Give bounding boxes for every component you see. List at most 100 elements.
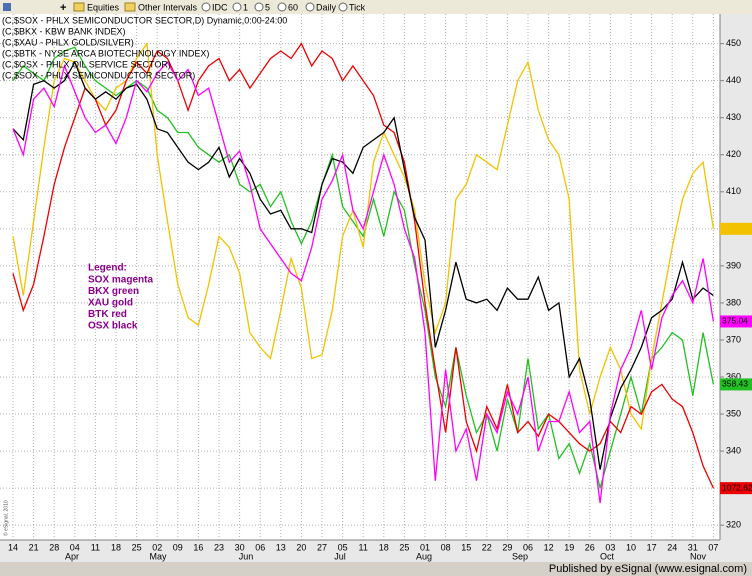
interval-icon [232, 2, 242, 12]
legend-entry: BKX green [88, 286, 139, 297]
y-tick-label: 440 [726, 75, 741, 85]
legend-entry: XAU gold [88, 298, 133, 309]
x-tick-label: 11 [91, 542, 100, 552]
interval-icon [338, 2, 348, 12]
series-line [12, 61, 715, 504]
y-tick-label: 430 [726, 112, 741, 122]
x-tick-label: 20 [296, 542, 306, 552]
series-header: (C,$SOX - PHLX SEMICONDUCTOR SECTOR,D) D… [2, 15, 287, 25]
toolbar-item[interactable]: 1 [243, 2, 248, 12]
x-tick-label: 14 [8, 542, 18, 552]
x-tick-label: 17 [647, 542, 657, 552]
x-tick-label: 16 [193, 542, 203, 552]
x-tick-label: 10 [626, 542, 636, 552]
x-tick-label: 03 [605, 542, 615, 552]
toolbar-item[interactable]: Daily [316, 2, 337, 12]
x-tick-label: 06 [523, 542, 533, 552]
legend-title: Legend: [88, 263, 127, 274]
toolbar [0, 0, 752, 14]
month-label: Sep [512, 551, 528, 561]
x-tick-label: 12 [544, 542, 554, 552]
month-label: Jun [239, 551, 254, 561]
y-tick-label: 340 [726, 445, 741, 455]
series-header: (C,$XAU - PHLX GOLD/SILVER) [2, 37, 134, 47]
x-tick-label: 29 [502, 542, 512, 552]
price-axis [720, 14, 752, 540]
x-tick-label: 01 [420, 542, 430, 552]
series-header: (C,$BKX - KBW BANK INDEX) [2, 26, 126, 36]
x-tick-label: 22 [482, 542, 492, 552]
y-tick-label: 420 [726, 149, 741, 159]
x-tick-label: 25 [399, 542, 409, 552]
x-tick-label: 06 [255, 542, 265, 552]
series-header: (C,$OSX - PHLX OIL SERVICE SECTOR) [2, 59, 171, 69]
x-tick-label: 28 [49, 542, 59, 552]
x-tick-label: 02 [152, 542, 162, 552]
interval-icon [305, 2, 315, 12]
icon: + [60, 2, 66, 14]
y-tick-label: 320 [726, 520, 741, 530]
series-line [12, 60, 714, 470]
toolbar-item[interactable]: Tick [349, 2, 366, 12]
x-tick-label: 11 [359, 542, 368, 552]
toolbar-item[interactable]: Other Intervals [138, 2, 198, 12]
x-tick-label: 25 [132, 542, 142, 552]
price-box [720, 222, 752, 235]
x-tick-label: 18 [379, 542, 389, 552]
legend-entry: BTK red [88, 309, 127, 320]
y-tick-label: 450 [726, 38, 741, 48]
price-box [720, 378, 752, 391]
x-tick-label: 31 [688, 542, 698, 552]
footer-bar [0, 562, 752, 576]
toolbar-item[interactable]: 5 [265, 2, 270, 12]
plot-area [0, 14, 720, 540]
icon [3, 3, 11, 11]
x-tick-label: 24 [667, 542, 677, 552]
legend-entry: OSX black [88, 321, 138, 332]
interval-icon [201, 2, 211, 12]
footer: Published by eSignal (www.esignal.com) [549, 563, 747, 575]
x-tick-label: 21 [29, 542, 39, 552]
month-label: Aug [416, 551, 432, 561]
y-tick-label: 410 [726, 186, 741, 196]
interval-icon [277, 2, 287, 12]
price-label: 358.43 [722, 379, 748, 389]
x-tick-label: 18 [111, 542, 121, 552]
price-label: 375.04 [722, 316, 748, 326]
x-tick-label: 26 [585, 542, 595, 552]
x-tick-label: 23 [214, 542, 224, 552]
toolbar-item[interactable]: 60 [288, 2, 298, 12]
x-tick-label: 13 [276, 542, 286, 552]
x-tick-label: 09 [173, 542, 183, 552]
x-tick-label: 04 [70, 542, 80, 552]
x-tick-label: 05 [338, 542, 348, 552]
folder-icon [73, 2, 85, 12]
price-label: 1072.62 [722, 482, 752, 492]
month-label: Apr [65, 551, 79, 561]
time-axis [0, 540, 752, 562]
legend-entry: SOX magenta [88, 275, 153, 286]
x-tick-label: 15 [461, 542, 471, 552]
folder-icon [124, 2, 136, 12]
x-tick-label: 08 [441, 542, 451, 552]
month-label: Nov [690, 551, 707, 561]
y-tick-label: 360 [726, 371, 741, 381]
y-tick-label: 350 [726, 408, 741, 418]
interval-icon [254, 2, 264, 12]
y-tick-label: 380 [726, 297, 741, 307]
price-box [720, 482, 752, 495]
x-tick-label: 30 [235, 542, 245, 552]
toolbar-item[interactable]: Equities [87, 2, 120, 12]
month-label: Oct [600, 551, 615, 561]
series-header: (C,$SOX - PHLX SEMICONDUCTOR SECTOR) [2, 70, 195, 80]
series-header: (C,$BTK - NYSE ARCA BIOTECHNOLOGY INDEX) [2, 48, 209, 58]
x-tick-label: 07 [708, 542, 718, 552]
y-tick-label: 370 [726, 334, 741, 344]
x-tick-label: 19 [564, 542, 574, 552]
month-label: May [149, 551, 167, 561]
x-tick-label: 27 [317, 542, 327, 552]
price-box [720, 315, 752, 328]
toolbar-item[interactable]: IDC [212, 2, 228, 12]
